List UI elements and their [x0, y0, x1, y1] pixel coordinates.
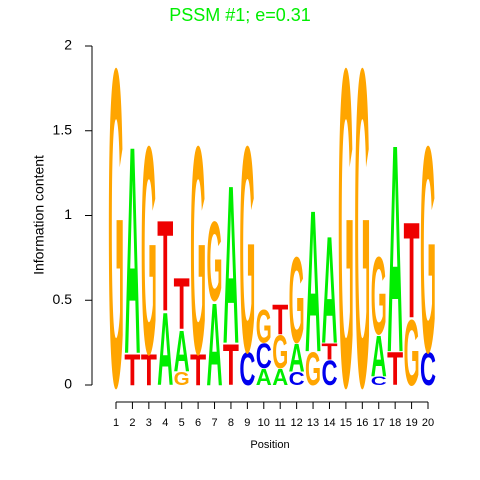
logo-letter: C	[420, 343, 436, 395]
logo-letter: T	[387, 344, 403, 396]
logo-letter: A	[223, 140, 239, 392]
x-tick-label: 9	[244, 417, 250, 429]
logo-letter: G	[141, 85, 157, 417]
logo-letter: T	[174, 263, 190, 346]
x-tick-label: 18	[389, 417, 401, 429]
logo-letter: G	[190, 85, 206, 417]
logo-letter: A	[174, 320, 190, 385]
logo-letter: G	[239, 86, 255, 415]
logo-letter: C	[321, 354, 337, 394]
x-tick-label: 4	[162, 417, 168, 429]
y-tick-label: 1.5	[53, 121, 73, 137]
x-tick-label: 16	[356, 417, 368, 429]
y-axis-label: Information content	[31, 155, 47, 275]
logo-letter: A	[321, 205, 337, 376]
x-tick-label: 19	[405, 417, 417, 429]
logo-letter: T	[157, 193, 173, 339]
logo-letter: G	[174, 369, 190, 390]
logo-letter: G	[371, 234, 387, 358]
logo-letter: T	[141, 345, 157, 395]
x-tick-label: 15	[340, 417, 352, 429]
y-tick-label: 1	[64, 206, 72, 222]
x-tick-label: 1	[113, 417, 119, 429]
logo-letter: A	[305, 168, 321, 394]
logo-letter: G	[108, 0, 124, 480]
logo-letter: T	[190, 345, 206, 395]
logo-letter: G	[420, 86, 436, 415]
x-tick-label: 11	[274, 417, 285, 429]
logo-letter: G	[272, 325, 288, 378]
x-tick-label: 10	[258, 417, 270, 429]
logo-letter: A	[272, 363, 288, 390]
logo-letter: G	[289, 232, 305, 369]
logo-letter: A	[256, 363, 272, 390]
logo-letter: T	[272, 297, 288, 344]
logo-letter: G	[305, 342, 321, 395]
chart-title: PSSM #1; e=0.31	[169, 5, 311, 25]
logo-letter: G	[404, 301, 420, 406]
x-tick-label: 17	[373, 417, 385, 429]
x-tick-label: 3	[146, 417, 152, 429]
x-tick-label: 13	[307, 417, 319, 429]
logo-letter: T	[124, 345, 140, 395]
x-tick-label: 2	[129, 417, 135, 429]
logo-letter: T	[404, 194, 420, 347]
logo-letter: G	[207, 199, 223, 326]
logo-letter: G	[256, 300, 272, 353]
logo-letter: G	[338, 0, 354, 480]
x-tick-label: 5	[179, 417, 185, 429]
logo-letter: A	[387, 83, 403, 414]
logo-letter: A	[207, 278, 223, 410]
logo-letter: C	[239, 343, 255, 395]
y-tick-label: 0	[64, 376, 72, 392]
x-tick-label: 20	[422, 417, 434, 429]
x-axis-label: Position	[250, 439, 289, 451]
x-tick-label: 8	[228, 417, 234, 429]
logo-letter: C	[289, 369, 305, 390]
logo-letter: A	[157, 291, 173, 407]
x-tick-label: 14	[323, 417, 335, 429]
y-tick-label: 0.5	[53, 291, 73, 307]
x-tick-label: 12	[291, 417, 303, 429]
x-tick-label: 6	[195, 417, 201, 429]
y-tick-label: 2	[64, 37, 72, 53]
logo-letter: A	[124, 85, 140, 416]
logo-letter: G	[354, 0, 370, 480]
logo-letter: T	[321, 339, 337, 365]
x-tick-label: 7	[211, 417, 217, 429]
logo-letter: C	[256, 337, 272, 377]
logo-letter: T	[223, 332, 239, 398]
logo-letter: C	[371, 374, 387, 387]
logo-letter: A	[371, 325, 387, 390]
logo-letter: A	[289, 336, 305, 381]
